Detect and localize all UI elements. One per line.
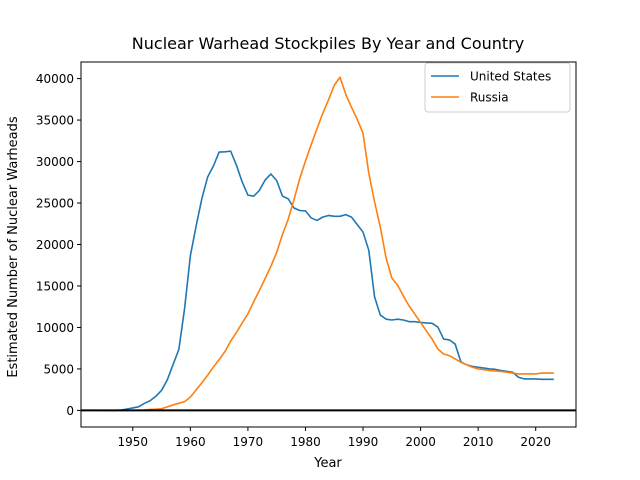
plot-area: 1950 1960 1970 1980 1990 2000 2010 2020 0 5000 100… xyxy=(36,61,577,449)
x-tick-label: 1960 xyxy=(175,435,206,449)
chart-title: Nuclear Warhead Stockpiles By Year and C… xyxy=(132,34,524,53)
y-tick-label: 25000 xyxy=(36,197,74,211)
y-tick-label: 30000 xyxy=(36,155,74,169)
y-tick-label: 0 xyxy=(66,404,74,418)
series-line-russia xyxy=(103,76,554,412)
y-tick-label: 5000 xyxy=(43,362,74,376)
legend: United States Russia xyxy=(424,62,571,113)
legend-box xyxy=(424,62,571,113)
y-tick-label: 20000 xyxy=(36,238,74,252)
y-tick-label: 35000 xyxy=(36,114,74,128)
x-tick-label: 1980 xyxy=(290,435,321,449)
x-tick-label: 1990 xyxy=(348,435,379,449)
legend-label-russia: Russia xyxy=(470,91,509,105)
series-line-united-states xyxy=(103,150,554,412)
x-axis-label: Year xyxy=(313,456,342,471)
x-tick-label: 1950 xyxy=(118,435,149,449)
x-tick-label: 2000 xyxy=(405,435,436,449)
x-tick-label: 1970 xyxy=(233,435,264,449)
y-axis-label: Estimated Number of Nuclear Warheads xyxy=(6,116,21,378)
y-tick-label: 15000 xyxy=(36,279,74,293)
legend-label-united-states: United States xyxy=(470,70,551,84)
y-tick-label: 10000 xyxy=(36,321,74,335)
x-tick-label: 2010 xyxy=(463,435,494,449)
x-tick-label: 2020 xyxy=(520,435,551,449)
y-tick-label: 40000 xyxy=(36,72,74,86)
